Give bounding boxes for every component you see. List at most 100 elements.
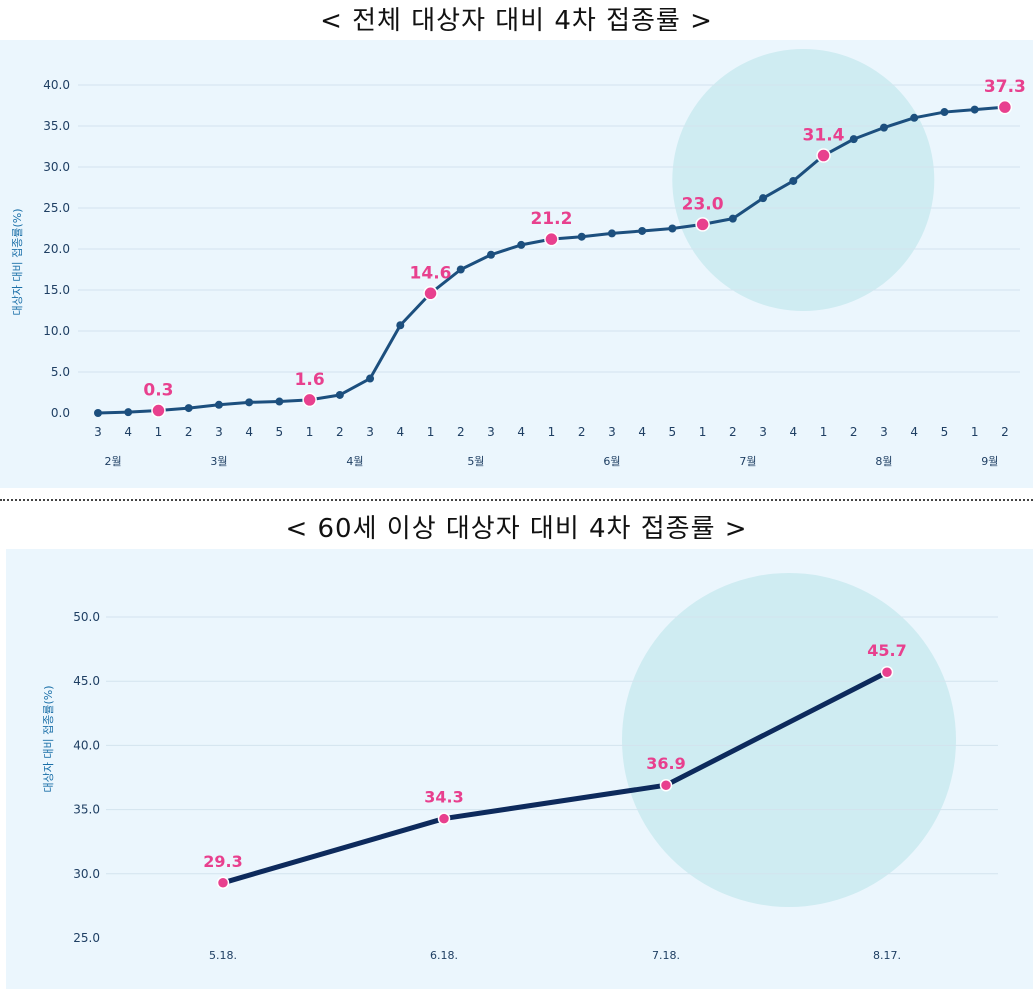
data-point [880,665,894,679]
x-week-label: 4 [245,425,253,439]
highlight-circle [672,49,935,311]
y-tick-label: 30.0 [43,160,70,174]
x-week-label: 4 [517,425,525,439]
y-tick-label: 45.0 [73,674,100,688]
highlight-point [816,148,831,163]
x-month-label: 2월 [105,455,122,468]
data-point [366,374,375,383]
x-week-label: 4 [638,425,646,439]
x-week-label: 5 [276,425,284,439]
data-point [124,408,133,417]
y-tick-label: 20.0 [43,242,70,256]
x-month-label: 8월 [875,455,892,468]
data-label: 36.9 [646,754,685,773]
data-label: 0.3 [143,381,173,401]
data-point [638,226,647,235]
data-point [849,135,858,144]
x-week-label: 2 [185,425,193,439]
data-point [910,113,919,122]
data-point [245,398,254,407]
x-week-label: 5 [669,425,677,439]
x-week-label: 3 [366,425,374,439]
highlight-point [302,392,317,408]
data-point [335,390,344,399]
highlight-circle [622,573,956,907]
chart-60plus-svg: 25.0 30.0 35.0 40.0 45.0 50.0 대상자 대비 접종률(%) 5.1… [42,573,998,962]
x-month-label: 9월 [981,455,998,468]
x-week-label: 3 [880,425,888,439]
x-week-label: 2 [1001,425,1009,439]
x-month-label: 4월 [346,455,363,468]
highlight-point [151,403,166,418]
y-tick-label: 5.0 [51,365,70,379]
data-point [659,778,673,792]
series-line [222,669,889,886]
data-point [437,812,451,825]
data-point [214,400,223,409]
data-point [668,224,677,233]
y-tick-label: 40.0 [73,738,100,752]
chart-panel-total: 0.0 5.0 10.0 15.0 20.0 25.0 30.0 35.0 40.0 대상자 대비… [0,40,1033,488]
x-week-label: 3 [608,425,616,439]
x-week-label: 2 [850,425,858,439]
data-point [486,250,495,259]
data-label: 31.4 [803,126,845,146]
data-point [275,397,284,406]
x-week-label: 1 [820,425,828,439]
data-label: 14.6 [410,263,452,283]
y-axis-label: 대상자 대비 접종률(%) [11,209,24,316]
x-month-label: 3월 [210,455,227,468]
section-divider [0,499,1033,501]
x-week-label: 2 [457,425,465,439]
chart-panel-60plus: 25.0 30.0 35.0 40.0 45.0 50.0 대상자 대비 접종률(%) 5.1… [6,549,1033,989]
x-week-label: 2 [578,425,586,439]
data-point [607,229,616,238]
data-label: 29.3 [203,852,242,871]
x-week-label: 4 [789,425,797,439]
highlight-point [695,217,710,232]
data-point [970,105,979,114]
chart-title-60plus: < 60세 이상 대상자 대비 4차 접종률 > [285,514,748,544]
y-tick-label: 15.0 [43,283,70,297]
y-tick-label: 25.0 [43,201,70,215]
data-point [759,194,768,203]
chart-total-svg: 0.0 5.0 10.0 15.0 20.0 25.0 30.0 35.0 40.0 대상자 대비… [11,49,1026,468]
x-week-label: 1 [427,425,435,439]
x-category-label: 8.17. [873,949,901,962]
data-point [879,123,888,132]
data-point [577,232,586,241]
x-week-label: 2 [729,425,737,439]
highlight-point [997,99,1013,115]
y-tick-label: 0.0 [51,406,70,420]
data-label: 1.6 [295,370,325,390]
y-tick-label: 50.0 [73,610,100,624]
x-week-label: 2 [336,425,344,439]
x-week-label: 1 [306,425,314,439]
data-point [517,240,526,249]
y-tick-label: 35.0 [43,119,70,133]
x-week-label: 4 [124,425,132,439]
data-point [456,265,465,274]
x-week-label: 3 [759,425,767,439]
x-week-label: 3 [215,425,223,439]
highlight-point [544,231,559,247]
x-week-label: 5 [941,425,949,439]
x-month-label: 5월 [467,455,484,468]
x-month-label: 6월 [603,455,620,468]
data-label: 34.3 [424,788,463,807]
data-label: 21.2 [530,209,572,229]
x-week-label: 4 [396,425,404,439]
y-tick-label: 25.0 [73,931,100,945]
x-category-label: 6.18. [430,949,458,962]
x-week-label: 1 [155,425,163,439]
x-week-label: 1 [699,425,707,439]
y-tick-label: 10.0 [43,324,70,338]
data-label: 45.7 [867,641,906,660]
data-point [184,404,193,413]
y-tick-label: 40.0 [43,78,70,92]
x-week-label: 1 [548,425,556,439]
x-month-label: 7월 [739,455,756,468]
x-category-label: 5.18. [209,949,237,962]
data-point [216,876,230,890]
highlight-point [423,286,438,301]
